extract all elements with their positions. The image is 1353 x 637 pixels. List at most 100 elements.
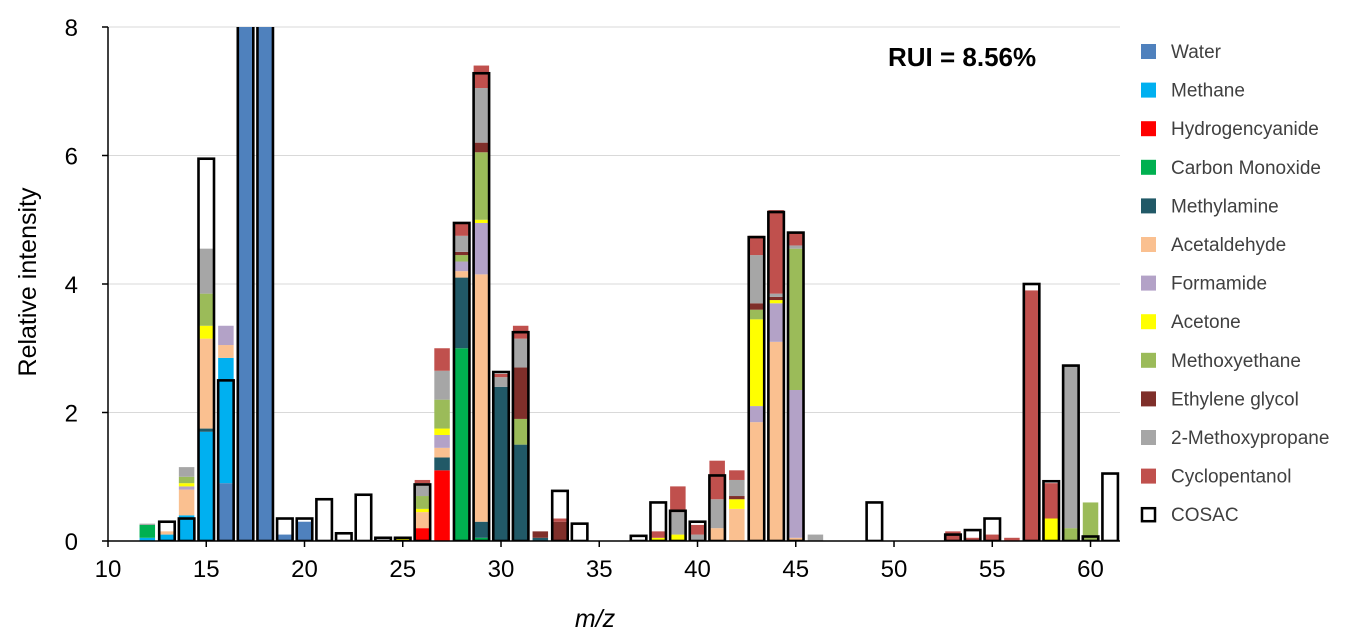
bar-acetaldehyde — [788, 537, 804, 541]
legend-swatch-formamide — [1141, 275, 1156, 291]
x-tick-label: 25 — [389, 556, 416, 583]
legend-swatch-2-methoxypropane — [1141, 430, 1156, 445]
bar-cyclopentanol — [473, 65, 490, 89]
bar-water — [257, 27, 273, 541]
legend: Water Methane Hydrogencyanide Carbon Monoxi… — [1140, 42, 1329, 526]
bar-cosac — [177, 517, 196, 541]
bar-cyclopentanol — [1004, 537, 1020, 541]
bar-methoxyethane — [748, 309, 765, 320]
bar-methylamine — [198, 428, 215, 432]
legend-label-methoxyethane: Methoxyethane — [1171, 351, 1301, 372]
bar-acetaldehyde — [709, 528, 725, 541]
bar-2-methoxypropane — [709, 499, 725, 529]
bar-formamide — [178, 486, 195, 490]
bar-acetaldehyde — [748, 422, 765, 541]
bar-cyclopentanol — [945, 531, 961, 541]
bar-hydrogencyanide — [414, 528, 431, 541]
bar-cosac — [315, 497, 334, 541]
bar-2-methoxypropane — [512, 338, 529, 368]
legend-label-formamide: Formamide — [1171, 274, 1267, 295]
bar-formamide — [218, 325, 234, 346]
bar-cosac — [550, 489, 570, 541]
bar-formamide — [788, 390, 804, 538]
bar-ethylene-glycol — [532, 531, 549, 538]
rui-annotation: RUI = 8.56% — [888, 42, 1036, 72]
bar-cyclopentanol — [984, 534, 1001, 541]
bar-cosac — [865, 501, 884, 541]
bar-cosac — [197, 157, 216, 541]
bar-methylamine — [532, 537, 549, 541]
bar-methoxyethane — [1063, 528, 1079, 541]
bar-cyclopentanol — [552, 518, 568, 522]
bar-formamide — [473, 222, 490, 275]
bar-acetone — [395, 537, 411, 541]
bar-acetaldehyde — [434, 447, 450, 458]
bar-acetone — [1043, 518, 1059, 541]
legend-label-methylamine: Methylamine — [1171, 196, 1279, 217]
bar-cyclopentanol — [1023, 290, 1040, 541]
bar-acetone — [768, 300, 784, 304]
bar-2-methoxypropane — [689, 534, 706, 541]
bar-cyclopentanol — [1043, 483, 1059, 519]
legend-swatch-methoxyethane — [1141, 352, 1156, 368]
bar-cosac — [963, 528, 982, 541]
bar-acetone — [178, 483, 195, 487]
tick-labels: 10 15 20 25 30 35 40 45 50 55 60 0 2 4 6 8 — [65, 15, 1104, 583]
bar-methane — [178, 515, 195, 541]
bar-methoxyethane — [198, 293, 215, 326]
bar-methylamine — [493, 386, 509, 541]
y-tick-label: 0 — [65, 529, 78, 556]
x-tick-label: 10 — [95, 556, 122, 583]
legend-swatch-cyclopentanol — [1141, 468, 1156, 484]
bar-ethylene-glycol — [453, 251, 470, 256]
bar-2-methoxypropane — [434, 370, 450, 400]
bar-2-methoxypropane — [748, 255, 765, 304]
bar-ethylene-glycol — [512, 367, 529, 419]
legend-label-methane: Methane — [1171, 81, 1245, 102]
x-tick-label: 30 — [488, 556, 515, 583]
bar-acetaldehyde — [178, 489, 195, 516]
y-tick-label: 2 — [65, 401, 78, 428]
bar-formamide — [434, 434, 450, 448]
bar-cosac — [216, 379, 235, 541]
bar-2-methoxypropane — [453, 235, 470, 252]
bar-cyclopentanol — [434, 348, 450, 371]
y-tick-label: 8 — [65, 15, 78, 42]
bar-methylamine — [512, 444, 529, 541]
bar-cyclopentanol — [788, 232, 804, 246]
bar-methoxyethane — [178, 476, 195, 484]
bar-cyclopentanol — [670, 486, 686, 513]
bar-cyclopentanol — [689, 524, 706, 535]
x-tick-label: 60 — [1077, 556, 1104, 583]
legend-swatch-acetaldehyde — [1141, 237, 1156, 252]
x-tick-label: 15 — [193, 556, 220, 583]
y-tick-label: 4 — [65, 272, 78, 299]
x-axis-title: m/z — [575, 605, 616, 633]
bar-acetone — [198, 325, 215, 339]
bar-methylamine — [473, 521, 490, 538]
bar-water — [277, 534, 293, 541]
bar-methoxyethane — [1082, 502, 1099, 541]
legend-label-cosac: COSAC — [1171, 505, 1239, 526]
x-tick-label: 45 — [782, 556, 809, 583]
x-tick-label: 35 — [586, 556, 613, 583]
cosac-bars — [157, 27, 1120, 541]
bar-methane — [218, 357, 234, 484]
bar-acetaldehyde — [729, 508, 745, 541]
bar-formamide — [748, 406, 765, 423]
bar-methylamine — [453, 277, 470, 349]
bar-methane — [139, 537, 156, 541]
bar-acetaldehyde — [198, 338, 215, 429]
axes — [102, 26, 1120, 547]
bar-methoxyethane — [434, 399, 450, 429]
bar-cosac — [354, 493, 373, 541]
bar-ethylene-glycol — [473, 142, 490, 153]
bar-methane — [159, 534, 175, 541]
bar-cyclopentanol — [964, 537, 981, 541]
bar-methylamine — [434, 457, 450, 471]
bar-methoxyethane — [512, 418, 529, 445]
bar-cosac — [570, 522, 589, 541]
bar-2-methoxypropane — [178, 467, 195, 477]
bar-carbon-monoxide — [139, 524, 156, 538]
